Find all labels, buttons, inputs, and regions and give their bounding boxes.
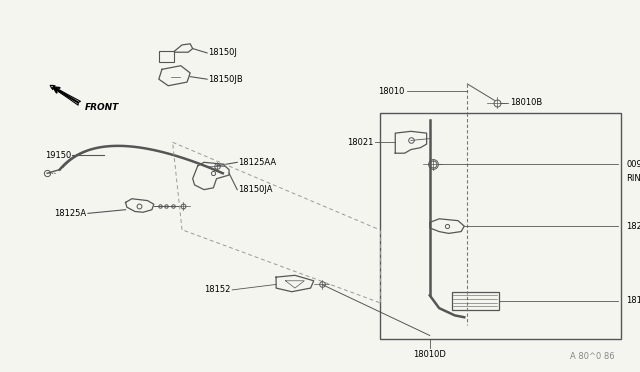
Text: 19150: 19150 [45, 151, 71, 160]
Text: 18150JA: 18150JA [239, 185, 273, 194]
Text: 18152: 18152 [205, 285, 231, 294]
Text: 18010: 18010 [378, 87, 404, 96]
Bar [452, 292, 499, 310]
Bar [159, 51, 175, 62]
Text: 18010B: 18010B [510, 98, 542, 108]
Text: 18150J: 18150J [209, 48, 237, 57]
Text: 18125AA: 18125AA [239, 158, 276, 167]
Text: 18125A: 18125A [54, 209, 86, 218]
Text: A 80^0 86: A 80^0 86 [570, 352, 615, 361]
Text: 18110F: 18110F [626, 296, 640, 305]
Bar [380, 113, 621, 339]
Text: 18010D: 18010D [413, 350, 446, 359]
Text: 18150JB: 18150JB [209, 75, 243, 84]
Text: 00922-50610: 00922-50610 [626, 160, 640, 169]
Text: 18215: 18215 [626, 222, 640, 231]
Text: 18021: 18021 [347, 138, 373, 147]
Text: FRONT: FRONT [85, 103, 119, 112]
Text: RING(1): RING(1) [626, 174, 640, 183]
